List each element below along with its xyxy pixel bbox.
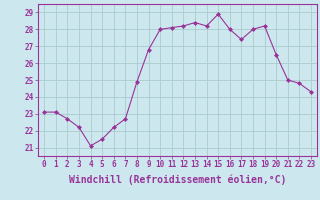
X-axis label: Windchill (Refroidissement éolien,°C): Windchill (Refroidissement éolien,°C) [69,175,286,185]
